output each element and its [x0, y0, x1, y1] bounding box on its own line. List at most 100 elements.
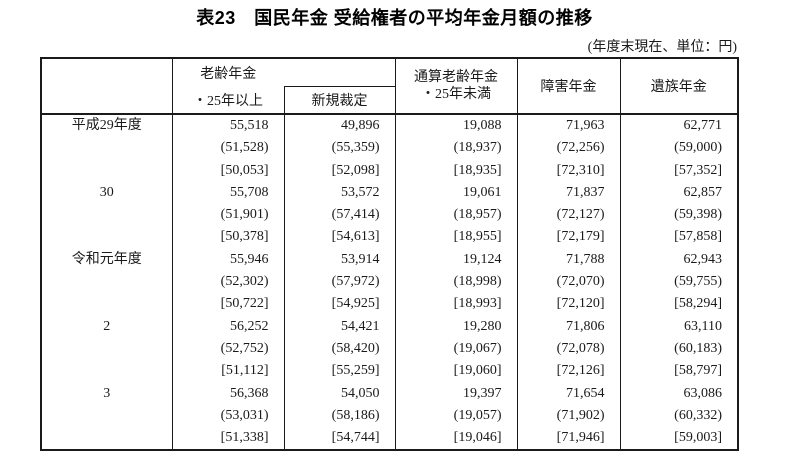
row-label: 令和元年度 — [41, 248, 173, 272]
table-cell: [19,046] — [394, 427, 518, 451]
table-cell: (71,902) — [516, 404, 621, 428]
table-row: [51,338] [54,744] [19,046] [71,946] [59,003] — [41, 427, 739, 451]
row-label — [41, 226, 173, 249]
table-cell: [58,797] — [619, 360, 739, 383]
table-cell: (52,752) — [171, 337, 285, 361]
table-cell: (51,528) — [171, 137, 285, 160]
column-header-prorated-aged-pension: 通算老齢年金 ・25年未満 — [394, 58, 518, 115]
table-cell: (18,937) — [394, 137, 518, 160]
table-cell: 19,124 — [394, 248, 518, 272]
table-cell: 19,397 — [394, 382, 518, 405]
table-row: [50,053] [52,098] [18,935] [72,310] [57,352] — [41, 159, 739, 182]
table-cell: [54,744] — [283, 427, 396, 451]
table-cell: [51,338] — [171, 427, 285, 451]
table-cell: 62,857 — [619, 181, 739, 205]
table-cell: (53,031) — [171, 404, 285, 428]
table-cell: [52,098] — [283, 159, 396, 182]
pension-table: 老齢年金 通算老齢年金 ・25年未満 障害年金 遺族年金 ・25年以上 新規裁定… — [40, 57, 739, 452]
row-label — [41, 404, 173, 428]
row-label — [41, 137, 173, 160]
table-cell: (18,998) — [394, 271, 518, 294]
table-cell: (19,067) — [394, 337, 518, 361]
table-cell: [50,053] — [171, 159, 285, 182]
table-cell: 55,946 — [171, 248, 285, 272]
table-cell: (55,359) — [283, 137, 396, 160]
table-cell: 56,252 — [171, 315, 285, 338]
table-cell: 63,086 — [619, 382, 739, 405]
table-cell: 19,280 — [394, 315, 518, 338]
table-cell: (60,183) — [619, 337, 739, 361]
table-cell: [55,259] — [283, 360, 396, 383]
table-cell: (59,398) — [619, 204, 739, 227]
row-label: 平成29年度 — [41, 114, 173, 138]
table-cell: (19,057) — [394, 404, 518, 428]
table-row: 平成29年度 55,518 49,896 19,088 71,963 62,771 — [41, 114, 739, 138]
table-row: (51,528) (55,359) (18,937) (72,256) (59,000) — [41, 137, 739, 160]
table-cell: 53,914 — [283, 248, 396, 272]
table-cell: 62,943 — [619, 248, 739, 272]
table-cell: (72,070) — [516, 271, 621, 294]
row-label — [41, 360, 173, 383]
table-cell: (57,972) — [283, 271, 396, 294]
column-header-year — [41, 58, 173, 115]
table-cell: (72,078) — [516, 337, 621, 361]
table-cell: [58,294] — [619, 293, 739, 316]
table-cell: 49,896 — [283, 114, 396, 138]
row-label — [41, 271, 173, 294]
table-cell: (59,755) — [619, 271, 739, 294]
table-cell: (18,957) — [394, 204, 518, 227]
row-label — [41, 293, 173, 316]
table-cell: 55,708 — [171, 181, 285, 205]
column-header-aged-pension-line1: 老齢年金 — [171, 58, 284, 86]
column-header-survivor-pension: 遺族年金 — [619, 58, 739, 115]
table-cell: 56,368 — [171, 382, 285, 405]
table-cell: 71,963 — [516, 114, 621, 138]
table-cell: 54,421 — [283, 315, 396, 338]
table-cell: 71,654 — [516, 382, 621, 405]
page-title: 表23 国民年金 受給権者の平均年金月額の推移 — [196, 8, 593, 28]
table-unit-note: (年度末現在、単位：円) — [587, 40, 737, 55]
table-cell: [51,112] — [171, 360, 285, 383]
table-cell: (60,332) — [619, 404, 739, 428]
table-cell: (59,000) — [619, 137, 739, 160]
table-cell: [50,722] — [171, 293, 285, 316]
table-cell: [54,613] — [283, 226, 396, 249]
table-cell: 19,061 — [394, 181, 518, 205]
table-row: [51,112] [55,259] [19,060] [72,126] [58,797] — [41, 360, 739, 383]
row-label — [41, 204, 173, 227]
table-row: 30 55,708 53,572 19,061 71,837 62,857 — [41, 181, 739, 205]
table-cell: 63,110 — [619, 315, 739, 338]
table-cell: 53,572 — [283, 181, 396, 205]
table-cell: 71,806 — [516, 315, 621, 338]
table-row: 令和元年度 55,946 53,914 19,124 71,788 62,943 — [41, 248, 739, 272]
column-header-disability-pension: 障害年金 — [516, 58, 621, 115]
table-row: (52,302) (57,972) (18,998) (72,070) (59,755) — [41, 271, 739, 294]
table-cell: [57,858] — [619, 226, 739, 249]
aged-pension-header-gap — [284, 58, 396, 87]
column-header-new-award: 新規裁定 — [283, 86, 396, 115]
table-cell: [19,060] — [394, 360, 518, 383]
table-cell: 71,837 — [516, 181, 621, 205]
table-row: (53,031) (58,186) (19,057) (71,902) (60,332) — [41, 404, 739, 428]
table-cell: (52,302) — [171, 271, 285, 294]
table-cell: [57,352] — [619, 159, 739, 182]
table-cell: (72,256) — [516, 137, 621, 160]
table-row: 2 56,252 54,421 19,280 71,806 63,110 — [41, 315, 739, 338]
table-cell: (51,901) — [171, 204, 285, 227]
table-cell: 55,518 — [171, 114, 285, 138]
row-label — [41, 159, 173, 182]
row-label — [41, 427, 173, 451]
table-cell: [71,946] — [516, 427, 621, 451]
table-cell: [18,955] — [394, 226, 518, 249]
table-row: [50,378] [54,613] [18,955] [72,179] [57,858] — [41, 226, 739, 249]
table-row: 3 56,368 54,050 19,397 71,654 63,086 — [41, 382, 739, 405]
column-header-aged-pension-line2: ・25年以上 — [171, 86, 285, 115]
row-label: 3 — [41, 382, 173, 405]
table-cell: [54,925] — [283, 293, 396, 316]
table-cell: [18,935] — [394, 159, 518, 182]
table-cell: [18,993] — [394, 293, 518, 316]
table-cell: [59,003] — [619, 427, 739, 451]
table-cell: [72,120] — [516, 293, 621, 316]
table-row: (51,901) (57,414) (18,957) (72,127) (59,398) — [41, 204, 739, 227]
table-cell: [50,378] — [171, 226, 285, 249]
